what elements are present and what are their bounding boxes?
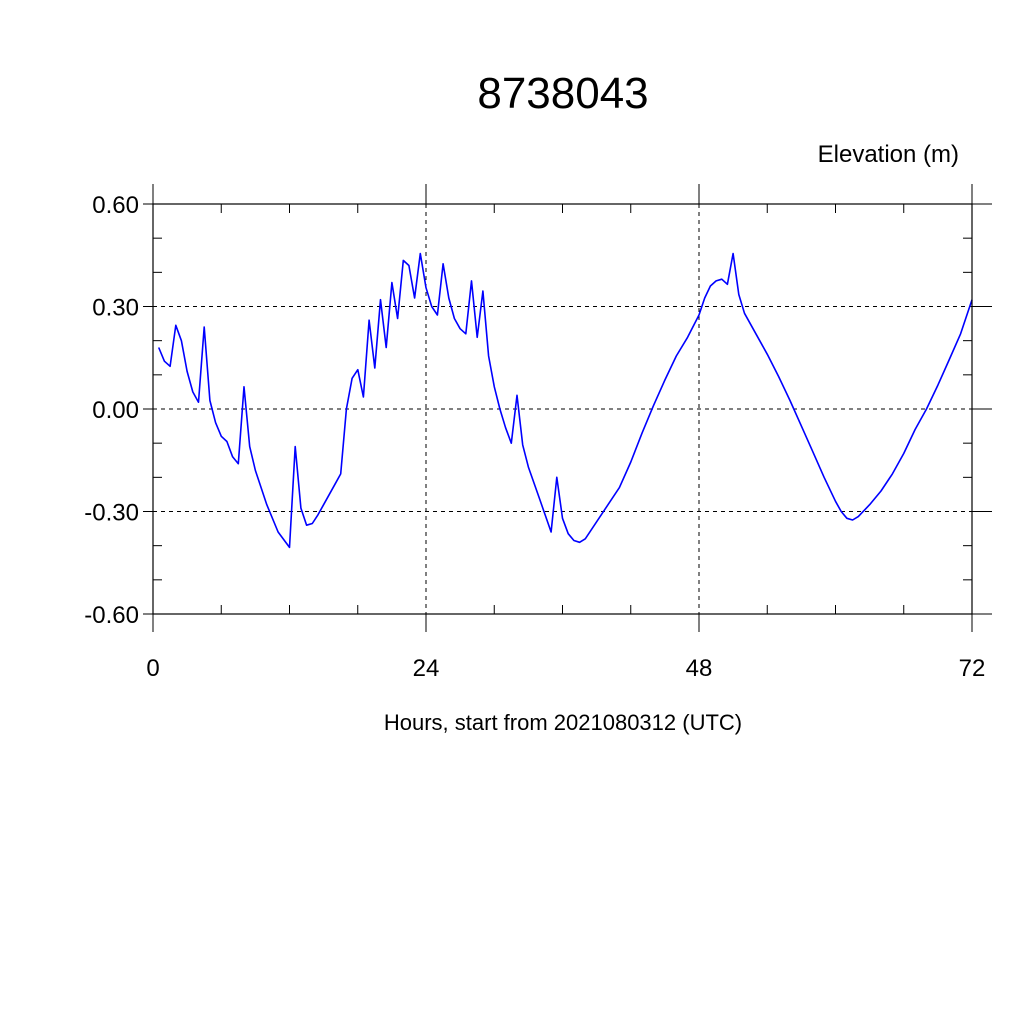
y-tick-label: -0.30 [84,500,139,527]
x-tick-label: 0 [146,655,159,682]
x-axis-label: Hours, start from 2021080312 (UTC) [384,710,742,735]
x-tick-label: 72 [959,655,986,682]
chart-title: 8738043 [477,69,648,118]
chart-subtitle: Elevation (m) [818,141,959,168]
series-line [157,252,973,549]
series-layer [157,252,973,549]
tick-labels: -0.60 -0.30 0.00 0.30 0.60 0 24 48 72 [84,192,985,682]
y-tick-label: 0.00 [92,397,139,424]
axis-ticks [143,184,992,632]
x-tick-label: 48 [686,655,713,682]
y-tick-label: -0.60 [84,602,139,629]
x-tick-label: 24 [413,655,440,682]
y-tick-label: 0.30 [92,295,139,322]
y-tick-label: 0.60 [92,192,139,219]
